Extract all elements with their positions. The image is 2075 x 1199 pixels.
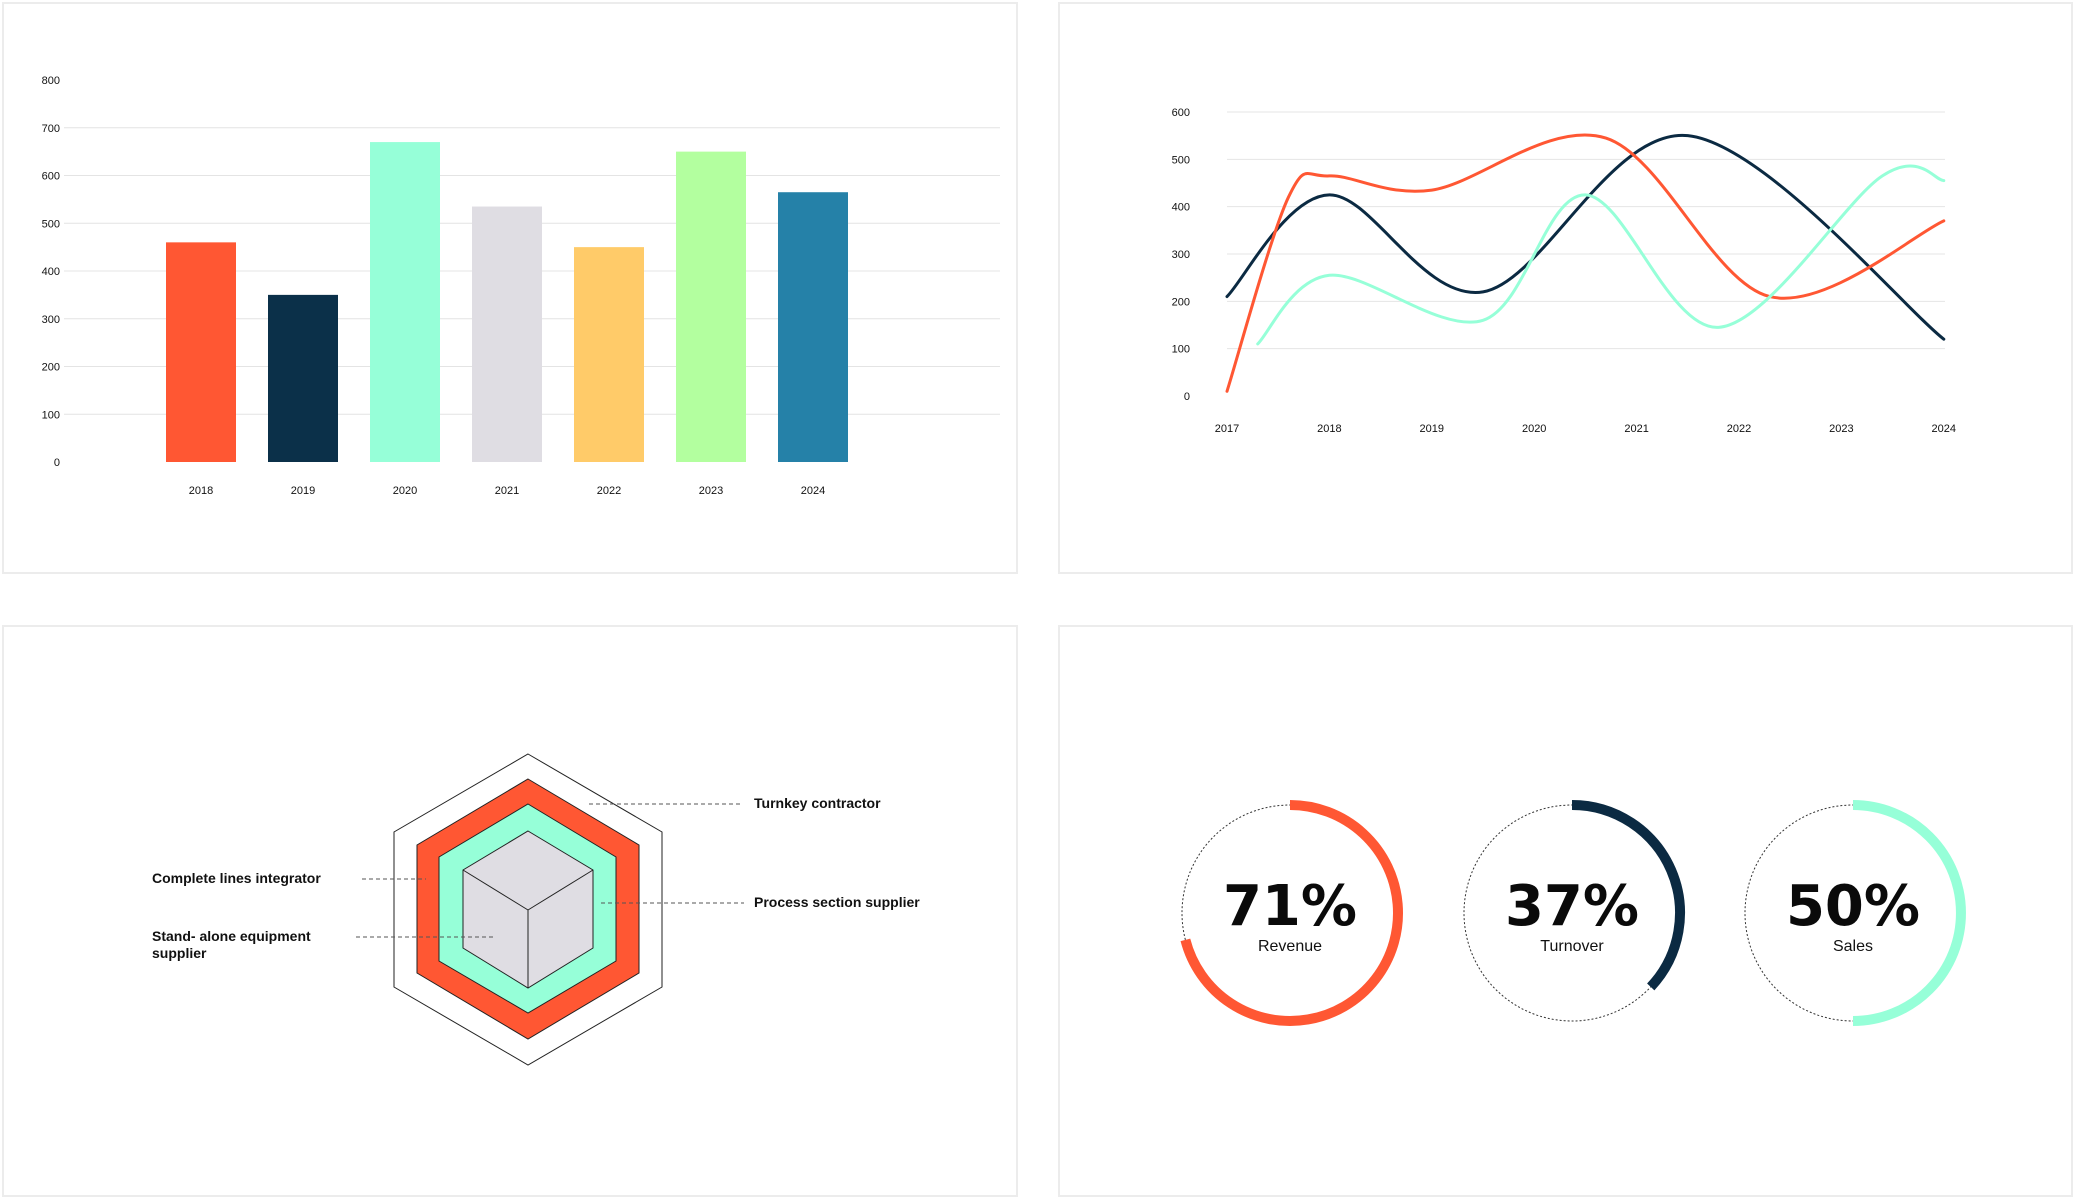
line-y-tick: 100 [1172,344,1190,356]
gauge-percent-sales: 50% [1786,874,1920,939]
line-x-tick: 2022 [1727,423,1751,435]
bar [166,242,236,462]
label-complete-lines-integrator: Complete lines integrator [152,870,321,886]
bar [472,206,542,462]
line-y-tick: 300 [1172,249,1190,261]
hexagon-diagram-panel: Turnkey contractor Complete lines integr… [2,625,1018,1197]
bar-y-tick: 300 [42,314,60,326]
hexagon-diagram [356,753,744,1066]
bar-y-tick: 200 [42,362,60,374]
line-y-tick: 200 [1172,296,1190,308]
line-chart-panel: 0 100 200 300 400 500 600 2017 2018 2019 2020 2021 2… [1058,2,2073,574]
line-y-tick: 500 [1172,154,1190,166]
gauge-arc-revenue [1180,800,1403,1026]
bar-y-tick: 600 [42,171,60,183]
bar-x-tick: 2020 [393,485,417,497]
bar-chart: 0 100 200 300 400 500 600 700 800 2018 2019 2020 202… [42,75,1000,497]
gauge-arc-turnover [1571,800,1685,991]
line-series-2 [1225,133,1946,393]
line-y-tick: 0 [1184,391,1190,403]
line-y-tick: 600 [1172,107,1190,119]
line-series-3 [1256,164,1946,346]
gauge-label-sales: Sales [1833,938,1873,955]
label-turnkey-contractor: Turnkey contractor [754,795,881,811]
line-chart: 0 100 200 300 400 500 600 2017 2018 2019 2020 2021 2… [1172,107,1956,435]
label-standalone-line-1: Stand- alone equipment [152,928,311,944]
bar-x-tick: 2018 [189,485,213,497]
line-x-tick: 2020 [1522,423,1546,435]
line-x-tick: 2024 [1932,423,1956,435]
gauge-label-turnover: Turnover [1540,938,1604,955]
bar-x-tick: 2021 [495,485,519,497]
bar-chart-panel: 0 100 200 300 400 500 600 700 800 2018 2019 2020 202… [2,2,1018,574]
bar-x-tick: 2023 [699,485,723,497]
line-y-tick: 400 [1172,202,1190,214]
gauge-label-revenue: Revenue [1258,938,1322,955]
line-x-tick: 2021 [1624,423,1648,435]
gauge-percent-revenue: 71% [1223,874,1357,939]
bar-x-tick: 2019 [291,485,315,497]
gauge-percent-turnover: 37% [1505,874,1639,939]
bar-y-tick: 800 [42,75,60,87]
bar [370,142,440,462]
bar [778,192,848,462]
bar-y-tick: 400 [42,266,60,278]
label-process-section-supplier: Process section supplier [754,894,920,910]
label-standalone-line-2: supplier [152,945,207,961]
bar-x-tick: 2022 [597,485,621,497]
bar-y-tick: 0 [54,457,60,469]
line-x-tick: 2019 [1420,423,1444,435]
bar [676,151,746,462]
cube-edge-top [462,869,529,911]
bar-y-tick: 700 [42,123,60,135]
gauges-panel: 71% Revenue 37% Turnover 50% Sales [1058,625,2073,1197]
line-x-tick: 2023 [1829,423,1853,435]
bar-y-tick: 500 [42,218,60,230]
line-x-tick: 2017 [1215,423,1239,435]
bar-x-tick: 2024 [801,485,825,497]
gauges: 71%Revenue 37%Turnover 50%Sales [1180,800,1966,1026]
line-series-1 [1225,134,1946,341]
gauge-arc-sales [1852,800,1966,1026]
bar-y-tick: 100 [42,409,60,421]
line-x-tick: 2018 [1317,423,1341,435]
cube-edge-right [527,869,594,911]
bar [268,294,338,462]
label-standalone-equipment-supplier: Stand- alone equipment supplier [152,928,311,962]
bar [574,247,644,462]
